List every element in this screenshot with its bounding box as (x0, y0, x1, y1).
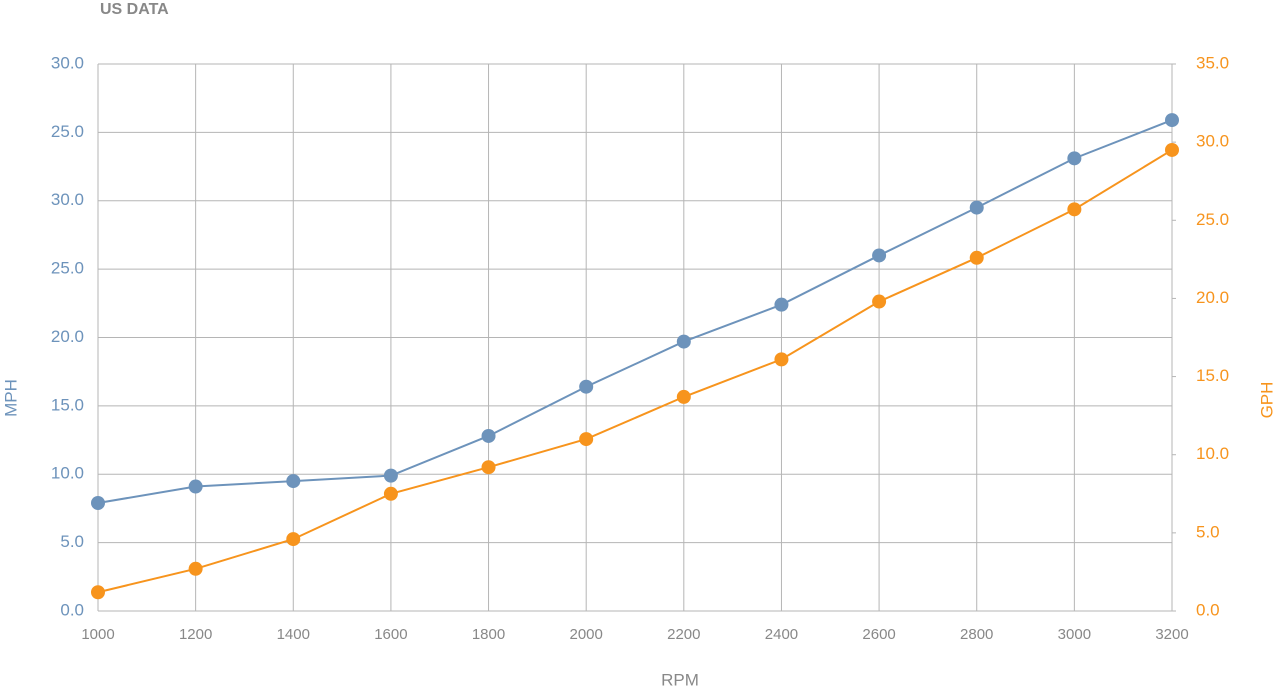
y2-tick-label: 0.0 (1196, 600, 1220, 619)
data-point (383, 486, 398, 501)
x-tick-label: 1200 (179, 626, 212, 643)
data-point (872, 248, 887, 263)
x-tick-label: 1400 (277, 626, 310, 643)
y2-tick-label: 35.0 (1196, 53, 1229, 72)
y2-tick-label: 20.0 (1196, 288, 1229, 307)
data-point (579, 379, 594, 394)
y-tick-label: 25.0 (51, 122, 84, 141)
y2-tick-label: 10.0 (1196, 444, 1229, 463)
y2-tick-label: 25.0 (1196, 210, 1229, 229)
data-point (774, 297, 789, 312)
x-tick-label: 3200 (1155, 626, 1188, 643)
y2-tick-label: 30.0 (1196, 132, 1229, 151)
y2-tick-label: 15.0 (1196, 366, 1229, 385)
data-point (1067, 202, 1082, 217)
data-point (1165, 113, 1179, 128)
x-axis-label: RPM (661, 670, 699, 689)
x-tick-label: 2200 (667, 626, 700, 643)
data-point (481, 428, 496, 443)
y2-tick-label: 5.0 (1196, 522, 1220, 541)
x-tick-label: 3000 (1058, 626, 1091, 643)
x-tick-label: 2000 (569, 626, 602, 643)
data-point (91, 585, 105, 600)
data-point (286, 532, 301, 547)
data-point (579, 432, 594, 447)
x-tick-label: 2600 (862, 626, 895, 643)
x-tick-label: 1800 (472, 626, 505, 643)
y-tick-label: 30.0 (51, 53, 84, 72)
x-tick-label: 2400 (765, 626, 798, 643)
data-point (188, 561, 203, 576)
x-tick-label: 1600 (374, 626, 407, 643)
x-tick-label: 2800 (960, 626, 993, 643)
y-tick-label: 15.0 (51, 395, 84, 414)
y-tick-label: 25.0 (51, 259, 84, 278)
data-point (676, 389, 691, 404)
y-tick-label: 0.0 (60, 600, 84, 619)
data-point (481, 460, 496, 475)
y-tick-label: 5.0 (60, 532, 84, 551)
data-point (774, 352, 789, 367)
y-tick-label: 20.0 (51, 327, 84, 346)
y-tick-label: 10.0 (51, 464, 84, 483)
data-point (969, 200, 984, 215)
x-tick-label: 1000 (81, 626, 114, 643)
data-point (1165, 142, 1179, 157)
series-line (97, 119, 1173, 504)
data-point (1067, 151, 1082, 166)
data-point (286, 474, 301, 489)
y-tick-label: 30.0 (51, 190, 84, 209)
data-point (872, 294, 887, 309)
data-point (676, 334, 691, 349)
data-point (383, 468, 398, 483)
y2-axis-label: GPH (1257, 382, 1276, 419)
chart-title: US DATA (100, 1, 169, 18)
y-axis-label: MPH (1, 379, 20, 417)
data-point (188, 479, 203, 494)
data-point (969, 250, 984, 265)
series-line (97, 149, 1173, 594)
data-point (91, 495, 105, 510)
